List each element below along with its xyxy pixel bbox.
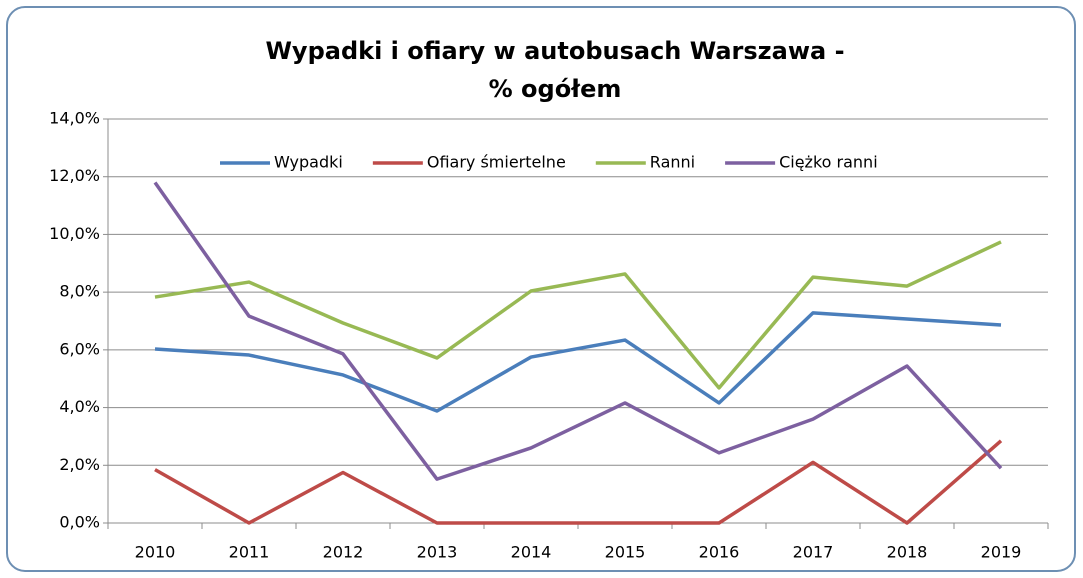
x-tick-label: 2019 <box>981 543 1022 562</box>
series-line <box>154 311 1002 413</box>
x-tick-label: 2014 <box>511 543 552 562</box>
y-tick-label: 12,0% <box>49 166 100 185</box>
y-tick-label: 10,0% <box>49 224 100 243</box>
series-line <box>153 181 1003 481</box>
y-tick-label: 0,0% <box>59 513 100 532</box>
legend-label: Wypadki <box>274 153 343 172</box>
x-tick-label: 2017 <box>793 543 834 562</box>
legend-label: Ranni <box>650 153 695 172</box>
y-tick-label: 14,0% <box>49 109 100 128</box>
x-tick-label: 2016 <box>699 543 740 562</box>
legend-label: Ofiary śmiertelne <box>427 153 566 172</box>
x-tick-label: 2015 <box>605 543 646 562</box>
x-tick-label: 2013 <box>417 543 458 562</box>
x-tick-label: 2018 <box>887 543 928 562</box>
y-tick-label: 4,0% <box>59 397 100 416</box>
x-tick-label: 2010 <box>135 543 176 562</box>
x-tick-label: 2011 <box>229 543 270 562</box>
y-tick-label: 6,0% <box>59 339 100 358</box>
legend-label: Ciężko ranni <box>779 153 878 172</box>
y-tick-label: 8,0% <box>59 282 100 301</box>
chart-title: % ogółem <box>489 75 622 103</box>
chart-title: Wypadki i ofiary w autobusach Warszawa - <box>265 37 844 65</box>
x-tick-label: 2012 <box>323 543 364 562</box>
y-tick-label: 2,0% <box>59 455 100 474</box>
series-line <box>154 240 1002 390</box>
series-line <box>154 439 1003 525</box>
